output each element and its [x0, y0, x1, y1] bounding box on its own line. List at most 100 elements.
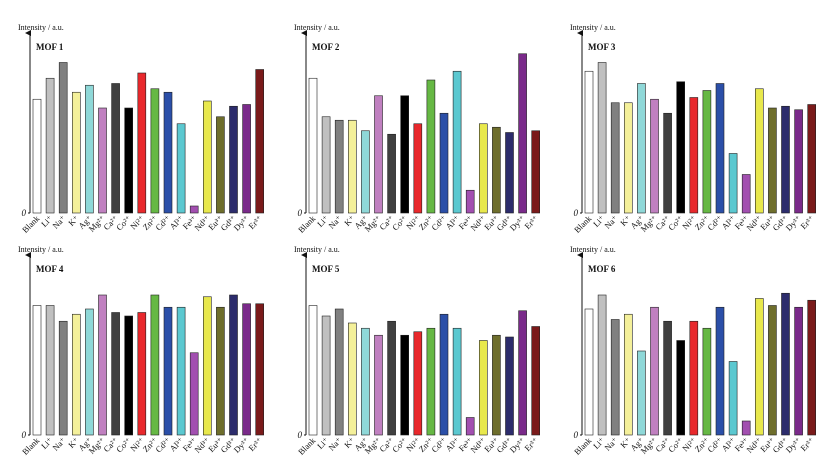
bar [650, 98, 659, 214]
bar [623, 102, 633, 214]
bar [478, 340, 488, 436]
x-tick-label: Na⁺ [326, 435, 343, 452]
bar [347, 119, 357, 214]
bar [32, 305, 42, 436]
bar [754, 298, 764, 436]
bar [45, 305, 55, 436]
bar [111, 312, 120, 436]
bar [741, 174, 751, 214]
panel-title: MOF 2 [312, 42, 340, 52]
bar [676, 81, 686, 214]
bar [492, 126, 501, 214]
bar [781, 105, 790, 214]
bar [400, 95, 410, 214]
bar [807, 104, 817, 214]
bar [387, 133, 396, 214]
bar [98, 294, 107, 436]
bar [794, 306, 803, 436]
panel: Intensity / a.u.MOF 60BlankLi⁺Na⁺K⁺Ag⁺Mg… [570, 245, 816, 457]
bar [768, 305, 777, 436]
panel: Intensity / a.u.MOF 30BlankLi⁺Na⁺K⁺Ag⁺Mg… [570, 23, 816, 235]
panel-title: MOF 5 [312, 264, 340, 274]
bar [150, 294, 160, 436]
bar [584, 70, 594, 214]
bar [321, 315, 331, 436]
panel: Intensity / a.u.MOF 40BlankLi⁺Na⁺K⁺Ag⁺Mg… [18, 245, 264, 457]
y-axis-label: Intensity / a.u. [570, 245, 616, 254]
x-tick-label: Na⁺ [50, 213, 67, 230]
bar [754, 88, 764, 214]
bar [387, 320, 396, 436]
bar [229, 105, 238, 214]
bar [478, 123, 488, 214]
bar [334, 308, 344, 436]
bar [361, 130, 370, 214]
bar [85, 84, 94, 214]
bar [242, 303, 251, 436]
x-tick-label: Na⁺ [602, 435, 619, 452]
bar [124, 315, 133, 436]
bar [361, 327, 370, 436]
bar [650, 306, 659, 436]
bar [505, 132, 514, 214]
y-axis-label: Intensity / a.u. [294, 245, 340, 254]
bar [728, 153, 738, 214]
bar [255, 69, 264, 214]
y-axis-label: Intensity / a.u. [18, 23, 64, 32]
panel: Intensity / a.u.MOF 20BlankLi⁺Na⁺K⁺Ag⁺Mg… [294, 23, 540, 235]
bar [637, 83, 646, 214]
bar [189, 205, 199, 214]
bar [426, 327, 436, 436]
x-tick-label: Er³⁺ [522, 435, 540, 453]
bar [426, 79, 436, 214]
bar [374, 95, 383, 214]
bar [308, 77, 318, 214]
x-tick-label: Er³⁺ [522, 213, 540, 231]
bar [124, 107, 133, 214]
bar [242, 104, 251, 214]
bar [189, 352, 199, 436]
x-tick-label: Na⁺ [326, 213, 343, 230]
bar [255, 303, 264, 436]
bar [203, 100, 212, 214]
bar [492, 334, 501, 436]
y-axis-label: Intensity / a.u. [570, 23, 616, 32]
panel: Intensity / a.u.MOF 10BlankLi⁺Na⁺K⁺Ag⁺Mg… [18, 23, 264, 235]
bar [176, 306, 186, 436]
bar [702, 327, 712, 436]
bar [347, 322, 357, 436]
bar [163, 306, 173, 436]
y-tick-label: 0 [22, 208, 27, 218]
bar [137, 312, 147, 436]
bar [216, 116, 225, 214]
bar [439, 313, 449, 436]
bar [45, 77, 55, 214]
bar [637, 350, 646, 436]
bar [150, 88, 160, 214]
x-tick-label: Er³⁺ [798, 435, 816, 453]
bar [98, 107, 107, 214]
panel: Intensity / a.u.MOF 50BlankLi⁺Na⁺K⁺Ag⁺Mg… [294, 245, 540, 457]
bar [229, 294, 238, 436]
y-tick-label: 0 [574, 430, 579, 440]
bar [518, 310, 527, 436]
bar [702, 90, 712, 214]
panel-title: MOF 1 [36, 42, 64, 52]
bar [58, 62, 68, 214]
panel-title: MOF 6 [588, 264, 616, 274]
bar [163, 91, 173, 214]
bar [334, 119, 344, 214]
bar [610, 319, 620, 436]
bar [465, 417, 475, 436]
x-tick-label: Er³⁺ [798, 213, 816, 231]
bar [203, 296, 212, 436]
bar [439, 112, 449, 214]
bar [676, 340, 686, 436]
bar [610, 102, 620, 214]
bar [505, 336, 514, 436]
bar [768, 107, 777, 214]
panel-title: MOF 4 [36, 264, 64, 274]
y-tick-label: 0 [22, 430, 27, 440]
bar [85, 308, 94, 436]
y-axis-label: Intensity / a.u. [294, 23, 340, 32]
